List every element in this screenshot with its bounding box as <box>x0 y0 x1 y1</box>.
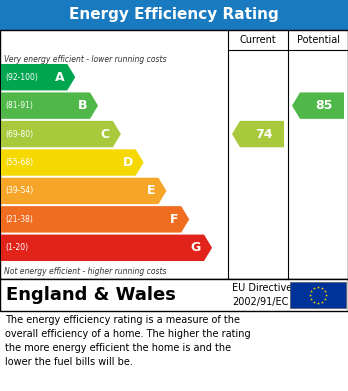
Text: England & Wales: England & Wales <box>6 286 176 304</box>
Polygon shape <box>292 92 344 119</box>
Text: 85: 85 <box>315 99 333 112</box>
Text: (81-91): (81-91) <box>5 101 33 110</box>
Text: Energy Efficiency Rating: Energy Efficiency Rating <box>69 7 279 23</box>
Text: B: B <box>78 99 87 112</box>
Text: 74: 74 <box>255 127 273 141</box>
Text: Very energy efficient - lower running costs: Very energy efficient - lower running co… <box>4 54 166 63</box>
Text: Current: Current <box>240 35 276 45</box>
Text: (69-80): (69-80) <box>5 129 33 138</box>
Text: G: G <box>191 241 201 254</box>
Polygon shape <box>1 149 144 176</box>
Text: (92-100): (92-100) <box>5 73 38 82</box>
Text: Potential: Potential <box>296 35 340 45</box>
Text: Not energy efficient - higher running costs: Not energy efficient - higher running co… <box>4 267 166 276</box>
Bar <box>290 282 346 308</box>
Polygon shape <box>1 235 212 261</box>
Bar <box>0 0 348 30</box>
Bar <box>0 279 348 311</box>
Polygon shape <box>1 64 75 90</box>
Text: F: F <box>170 213 178 226</box>
Polygon shape <box>1 121 121 147</box>
Polygon shape <box>1 178 166 204</box>
Text: C: C <box>101 127 110 141</box>
Polygon shape <box>1 92 98 119</box>
Text: E: E <box>147 185 156 197</box>
Text: A: A <box>55 71 64 84</box>
Text: (1-20): (1-20) <box>5 243 28 252</box>
Bar <box>0 30 348 279</box>
Polygon shape <box>232 121 284 147</box>
Polygon shape <box>1 206 189 233</box>
Text: (39-54): (39-54) <box>5 187 33 196</box>
Text: The energy efficiency rating is a measure of the
overall efficiency of a home. T: The energy efficiency rating is a measur… <box>5 315 251 367</box>
Text: D: D <box>122 156 133 169</box>
Text: (55-68): (55-68) <box>5 158 33 167</box>
Text: EU Directive
2002/91/EC: EU Directive 2002/91/EC <box>232 283 292 307</box>
Text: (21-38): (21-38) <box>5 215 33 224</box>
